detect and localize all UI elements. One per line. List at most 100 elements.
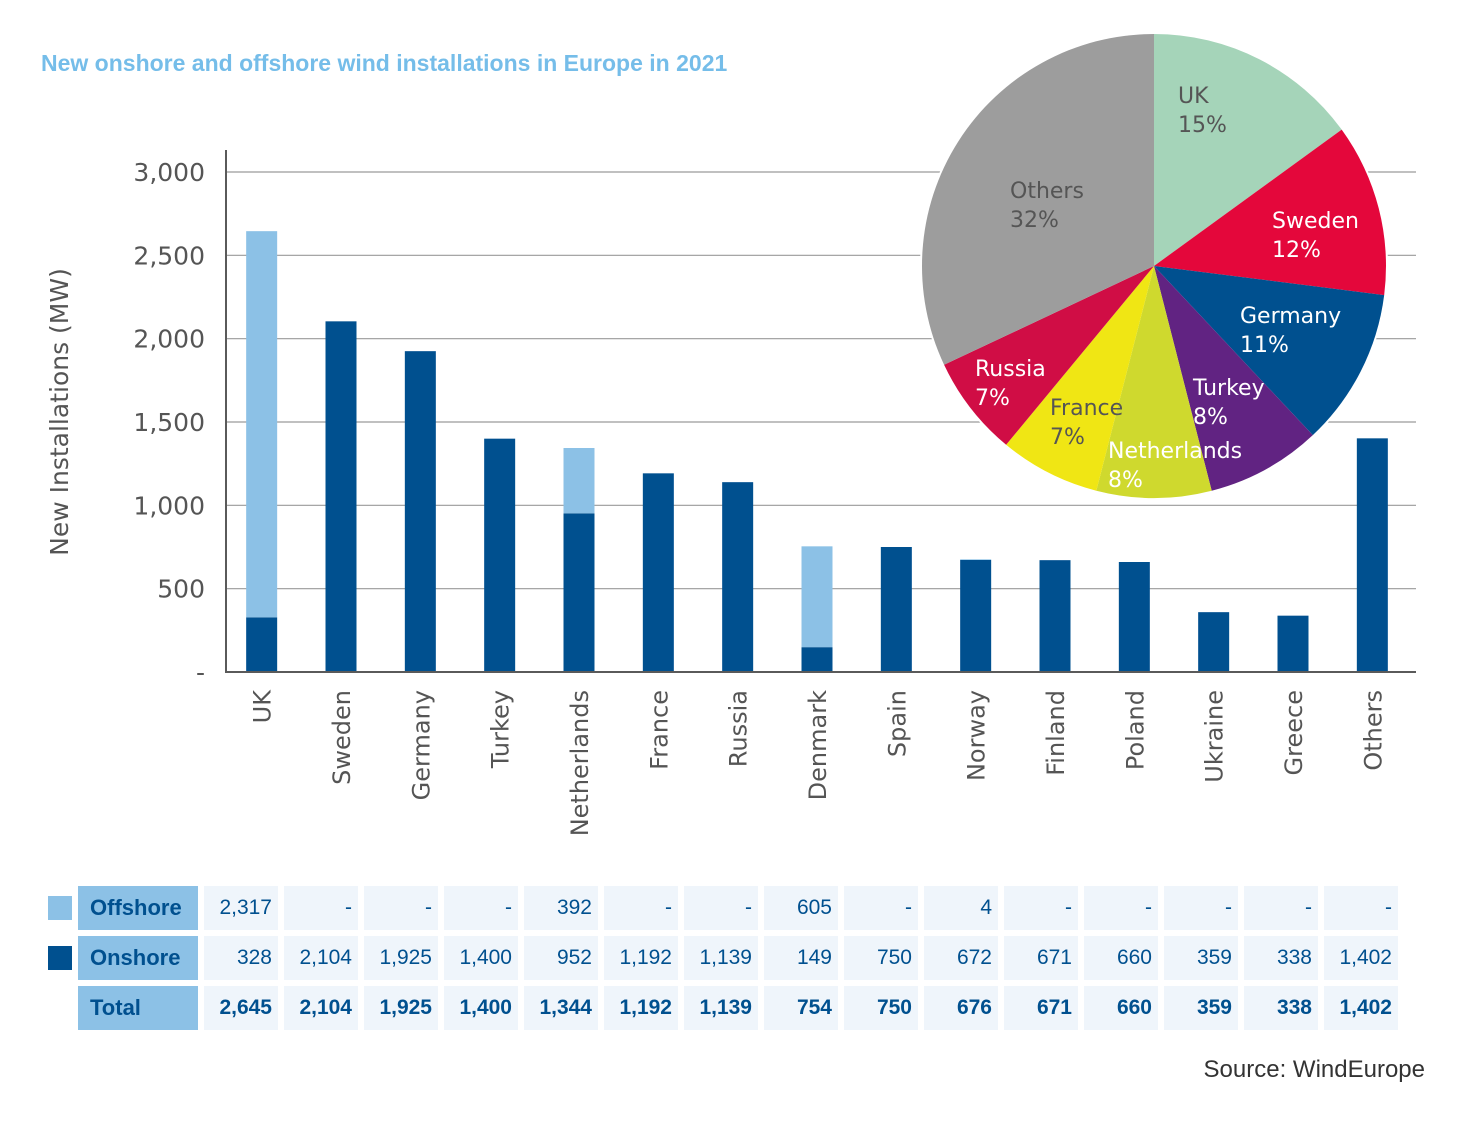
y-tick-label: 3,000 xyxy=(133,158,205,187)
table-cell: 1,925 xyxy=(364,936,438,980)
bar-onshore-finland xyxy=(1039,560,1071,672)
bar-onshore-netherlands xyxy=(563,513,595,672)
pie-label-name: Sweden xyxy=(1272,209,1359,234)
y-tick-label: 500 xyxy=(157,575,205,604)
bar-onshore-denmark xyxy=(801,647,833,672)
x-tick-label: Turkey xyxy=(487,690,515,769)
pie-label-name: Turkey xyxy=(1192,376,1265,401)
x-tick-label: France xyxy=(645,690,673,770)
table-cell: - xyxy=(284,886,358,930)
bar-onshore-turkey xyxy=(484,438,516,672)
bar-offshore-norway xyxy=(960,559,992,560)
pie-slice-germany xyxy=(1154,266,1385,436)
table-cell: - xyxy=(444,886,518,930)
table-cell: 1,400 xyxy=(444,986,518,1030)
bar-onshore-greece xyxy=(1277,615,1309,672)
pie-slice-russia xyxy=(944,266,1154,445)
table-cell: 660 xyxy=(1084,986,1158,1030)
table-cell: 1,192 xyxy=(604,986,678,1030)
axes xyxy=(225,150,1416,673)
table-cell: 338 xyxy=(1244,986,1318,1030)
table-cell: - xyxy=(1244,886,1318,930)
data-table: Offshore 2,317- - -392- -605-4- - - - - Onshore 32… xyxy=(42,880,1404,1036)
bar-onshore-sweden xyxy=(325,321,357,672)
x-tick-label: Russia xyxy=(725,690,753,767)
table-cell: 328 xyxy=(204,936,278,980)
table-cell: 671 xyxy=(1004,936,1078,980)
pie-label-name: Others xyxy=(1010,179,1084,204)
x-tick-label: Netherlands xyxy=(566,690,594,836)
pie-slice-others xyxy=(922,34,1154,365)
pie-label-name: Germany xyxy=(1240,304,1341,329)
pie-slice-netherlands xyxy=(1096,266,1212,499)
pie-label-pct: 8% xyxy=(1108,468,1143,493)
pie-slice-turkey xyxy=(1154,266,1313,491)
table-row-offshore: Offshore 2,317- - -392- -605-4- - - - - xyxy=(48,886,1398,930)
bar-offshore-netherlands xyxy=(563,448,595,514)
table-cell: 1,139 xyxy=(684,986,758,1030)
y-axis-label: New Installations (MW) xyxy=(45,268,74,556)
table-cell: 750 xyxy=(844,936,918,980)
chart-title: New onshore and offshore wind installati… xyxy=(41,50,728,76)
bar-onshore-others xyxy=(1356,438,1388,672)
table-cell: 750 xyxy=(844,986,918,1030)
table-cell: 1,402 xyxy=(1324,936,1398,980)
x-tick-label: Finland xyxy=(1042,690,1070,776)
pie-chart xyxy=(920,32,1388,500)
pie-label-pct: 8% xyxy=(1193,405,1228,430)
y-tick-label: 1,500 xyxy=(133,408,205,437)
pie-slice-uk xyxy=(1154,34,1342,266)
table-cell: 2,104 xyxy=(284,986,358,1030)
x-tick-label: Denmark xyxy=(804,690,832,800)
bars xyxy=(246,231,1388,672)
pie-label-pct: 11% xyxy=(1240,333,1289,358)
table-cell: - xyxy=(844,886,918,930)
source-note: Source: WindEurope xyxy=(1203,1056,1425,1083)
x-tick-label: Ukraine xyxy=(1201,690,1229,783)
bar-onshore-poland xyxy=(1118,562,1150,672)
legend-swatch-onshore xyxy=(48,946,72,971)
bar-onshore-russia xyxy=(722,482,754,672)
pie-label-pct: 12% xyxy=(1272,238,1321,263)
pie-label-pct: 7% xyxy=(975,386,1010,411)
x-tick-label: Norway xyxy=(963,690,991,781)
x-tick-label: Others xyxy=(1359,690,1387,771)
table-cell: 392 xyxy=(524,886,598,930)
bar-onshore-france xyxy=(642,473,674,672)
x-tick-label: Poland xyxy=(1121,690,1149,770)
table-cell: 672 xyxy=(924,936,998,980)
pie-label-name: Russia xyxy=(975,357,1046,382)
bar-onshore-norway xyxy=(960,560,992,672)
table-cell: 1,139 xyxy=(684,936,758,980)
table-cell: 338 xyxy=(1244,936,1318,980)
table-cell: 1,402 xyxy=(1324,986,1398,1030)
y-tick-labels: - 500 1,000 1,500 2,000 2,500 3,000 xyxy=(133,158,205,687)
table-cell: 2,645 xyxy=(204,986,278,1030)
y-tick-label: 2,000 xyxy=(133,325,205,354)
table-cell: - xyxy=(364,886,438,930)
row-header: Offshore xyxy=(78,886,198,930)
table-cell: 4 xyxy=(924,886,998,930)
row-header: Total xyxy=(78,986,198,1030)
table-cell: 952 xyxy=(524,936,598,980)
table-cell: 605 xyxy=(764,886,838,930)
table-cell: 1,192 xyxy=(604,936,678,980)
pie-label-name: France xyxy=(1050,396,1123,421)
pie-slice-france xyxy=(1006,266,1154,491)
bar-onshore-ukraine xyxy=(1198,612,1230,672)
table-cell: - xyxy=(604,886,678,930)
pie-label-name: Netherlands xyxy=(1108,439,1242,464)
bar-onshore-germany xyxy=(404,351,436,672)
y-tick-label: - xyxy=(196,658,205,687)
table-cell: - xyxy=(1324,886,1398,930)
table-cell: - xyxy=(1084,886,1158,930)
table-cell: 660 xyxy=(1084,936,1158,980)
table-cell: 359 xyxy=(1164,936,1238,980)
x-tick-label: Greece xyxy=(1280,690,1308,775)
bar-offshore-uk xyxy=(246,231,278,618)
x-tick-label: Sweden xyxy=(328,690,356,785)
table-row-total: Total 2,645 2,104 1,925 1,400 1,344 1,192 1,139… xyxy=(48,986,1398,1030)
x-tick-label: UK xyxy=(249,689,277,724)
y-tick-label: 2,500 xyxy=(133,241,205,270)
legend-swatch-cell xyxy=(48,936,72,980)
